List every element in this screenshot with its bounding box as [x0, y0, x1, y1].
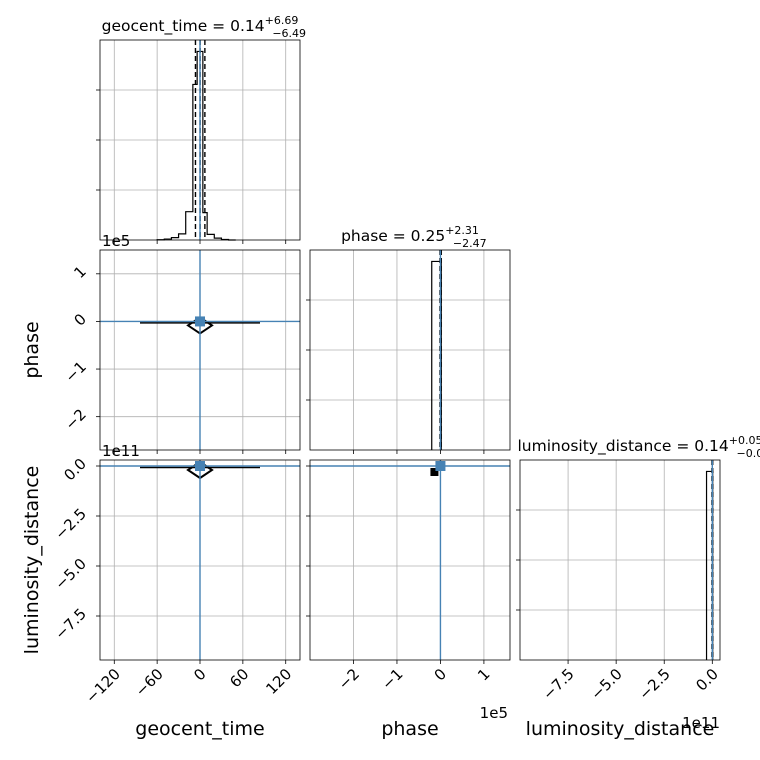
title-err-minus: −0.05 [736, 447, 760, 460]
x-tick-label: −120 [82, 665, 124, 707]
x-tick-label: −1 [378, 665, 406, 693]
y-tick-label: −2 [62, 405, 90, 433]
title-err-plus: +0.05 [729, 434, 760, 447]
title-err-plus: +6.69 [265, 14, 299, 27]
panel-phase-luminosity_distance [309, 459, 511, 661]
y-axis-label: luminosity_distance [21, 466, 43, 655]
x-axis-label: geocent_time [135, 718, 264, 740]
y-axis-label: phase [21, 321, 43, 378]
histogram-geocent_time [156, 50, 236, 241]
title-err-minus: −2.47 [453, 237, 487, 250]
x-tick-label: 1 [474, 665, 493, 684]
title-err-plus: +2.31 [445, 224, 479, 237]
x-tick-label: −60 [132, 665, 167, 700]
x-offset-label: 1e11 [682, 714, 720, 732]
y-tick-label: −7.5 [51, 605, 89, 643]
truth-marker [435, 461, 446, 471]
truth-marker [195, 316, 205, 327]
title-geocent_time: geocent_time = 0.14+6.69 [102, 14, 299, 36]
y-tick-label: −5.0 [51, 555, 89, 593]
x-tick-label: −2 [335, 665, 363, 693]
x-axis-label: luminosity_distance [526, 718, 715, 740]
y-tick-label: −2.5 [51, 505, 89, 543]
x-tick-label: −5.0 [587, 665, 625, 703]
x-tick-label: 60 [226, 665, 252, 691]
x-tick-label: 0 [431, 665, 450, 684]
x-axis-label: phase [381, 718, 438, 740]
x-tick-label: 0.0 [692, 665, 722, 695]
title-value: luminosity_distance = 0.14 [518, 437, 729, 456]
y-tick-label: −1 [62, 358, 90, 386]
x-tick-label: −2.5 [635, 665, 673, 703]
y-tick-label: 0.0 [60, 455, 90, 485]
title-value: phase = 0.25 [341, 227, 445, 245]
y-offset-label: 1e11 [102, 442, 140, 460]
x-offset-label: 1e5 [480, 704, 508, 722]
title-err-minus: −6.49 [272, 27, 306, 40]
density-contour [430, 468, 439, 476]
y-tick-label: 1 [70, 262, 89, 281]
truth-marker [195, 461, 205, 471]
y-offset-label: 1e5 [102, 232, 130, 250]
x-tick-label: −7.5 [539, 665, 577, 703]
x-tick-label: 120 [262, 665, 295, 698]
y-tick-label: 0 [70, 310, 89, 329]
title-luminosity_distance: luminosity_distance = 0.14+0.05 [518, 434, 760, 456]
x-tick-label: 0 [190, 665, 209, 684]
title-phase: phase = 0.25+2.31 [341, 224, 479, 245]
title-value: geocent_time = 0.14 [102, 17, 265, 36]
